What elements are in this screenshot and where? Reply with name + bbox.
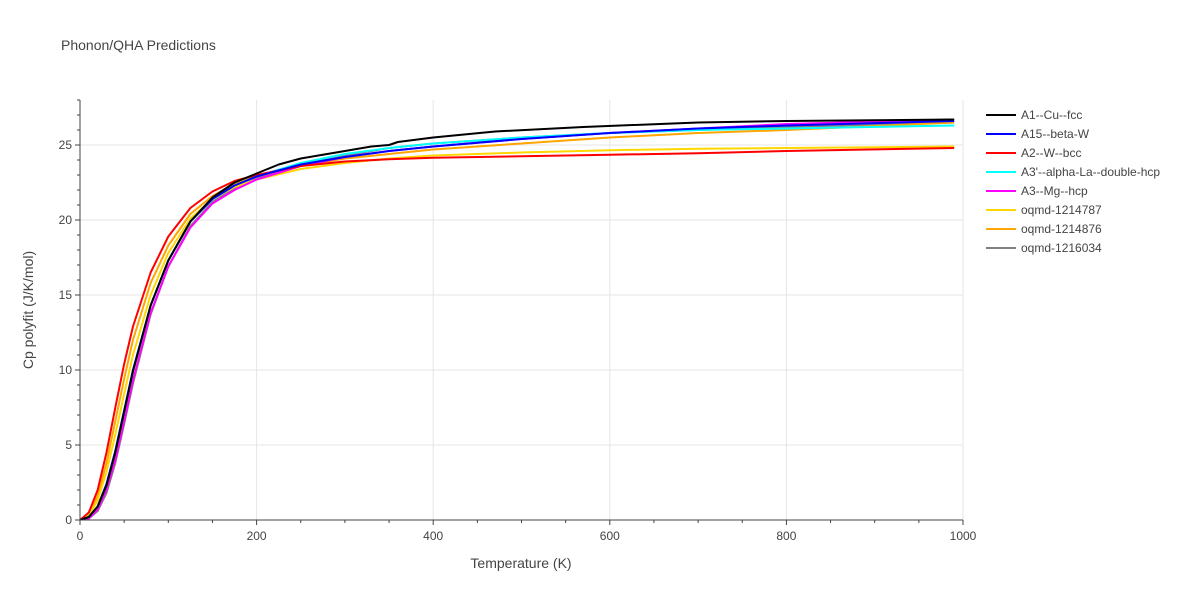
- grid: [80, 100, 964, 520]
- legend-item-a3-mg-hcp[interactable]: A3--Mg--hcp: [986, 184, 1088, 198]
- y-tick-label: 15: [59, 288, 73, 302]
- legend-label: A3'--alpha-La--double-hcp: [1021, 165, 1160, 179]
- y-axis-title: Cp polyfit (J/K/mol): [20, 251, 36, 369]
- series-line-a2-w-bcc[interactable]: [80, 147, 955, 520]
- legend-item-oqmd-1216034[interactable]: oqmd-1216034: [986, 241, 1102, 255]
- legend-label: oqmd-1216034: [1021, 241, 1102, 255]
- legend-item-a15-beta-w[interactable]: A15--beta-W: [986, 127, 1090, 141]
- chart-title: Phonon/QHA Predictions: [61, 37, 216, 53]
- legend-item-a1-cu-fcc[interactable]: A1--Cu--fcc: [986, 108, 1082, 122]
- series-line-a3-alpha-la-double-hcp[interactable]: [80, 124, 955, 521]
- legend-item-oqmd-1214787[interactable]: oqmd-1214787: [986, 203, 1102, 217]
- legend-label: A1--Cu--fcc: [1021, 108, 1082, 122]
- legend-item-oqmd-1214876[interactable]: oqmd-1214876: [986, 222, 1102, 236]
- x-axis-title: Temperature (K): [470, 555, 571, 571]
- y-tick-label: 0: [65, 513, 72, 527]
- legend-label: A15--beta-W: [1021, 127, 1090, 141]
- y-tick-label: 20: [59, 213, 73, 227]
- x-tick-label: 600: [600, 529, 620, 543]
- x-tick-label: 400: [423, 529, 443, 543]
- legend: A1--Cu--fcc A15--beta-W A2--W--bcc A3'--alp…: [986, 108, 1160, 255]
- x-tick-label: 200: [247, 529, 267, 543]
- series-line-a1-cu-fcc[interactable]: [80, 118, 955, 521]
- y-tick-label: 5: [65, 438, 72, 452]
- x-tick-label: 0: [77, 529, 84, 543]
- y-tick-label: 10: [59, 363, 73, 377]
- legend-label: A3--Mg--hcp: [1021, 184, 1088, 198]
- legend-label: A2--W--bcc: [1021, 146, 1081, 160]
- series-line-a15-beta-w[interactable]: [80, 120, 955, 520]
- series-line-a3-mg-hcp[interactable]: [80, 118, 955, 521]
- plot-area: [80, 118, 955, 521]
- axes: 0 200 400 600 800 1000 0 5 10 15 20 25: [59, 99, 977, 543]
- series-line-oqmd-1216034[interactable]: [80, 121, 955, 521]
- x-tick-label: 800: [776, 529, 796, 543]
- legend-item-a2-w-bcc[interactable]: A2--W--bcc: [986, 146, 1081, 160]
- y-tick-label: 25: [59, 138, 73, 152]
- legend-label: oqmd-1214787: [1021, 203, 1102, 217]
- legend-label: oqmd-1214876: [1021, 222, 1102, 236]
- legend-item-a3-alpha-la-double-hcp[interactable]: A3'--alpha-La--double-hcp: [986, 165, 1160, 179]
- series-line-oqmd-1214876[interactable]: [80, 121, 955, 521]
- x-tick-label: 1000: [950, 529, 977, 543]
